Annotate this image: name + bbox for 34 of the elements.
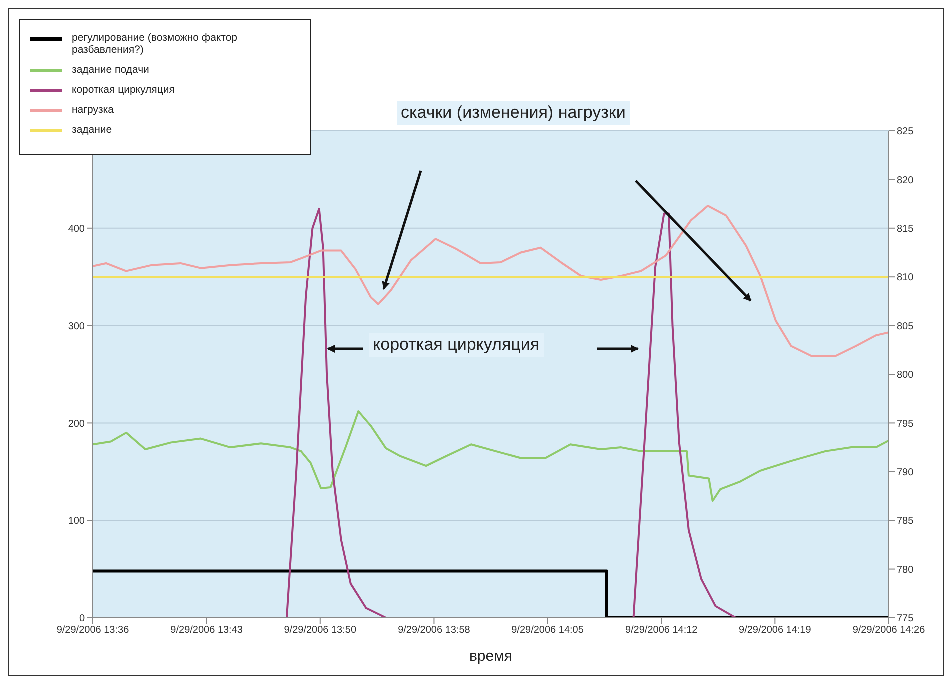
x-tick-label: 9/29/2006 13:43: [170, 625, 244, 636]
line-series: [93, 410, 889, 502]
legend-label: задание подачи: [72, 64, 150, 76]
y2-tick-label: 795: [897, 418, 914, 430]
x-tick-label: 9/29/2006 14:19: [739, 625, 812, 636]
x-tick-label: 9/29/2006 14:26: [852, 625, 926, 636]
legend-label: регулирование (возможно фактор разбавления?): [72, 32, 238, 56]
y2-tick-label: 825: [897, 126, 914, 138]
y-tick-label: 400: [68, 224, 86, 235]
x-tick-label: 9/29/2006 14:12: [625, 625, 698, 636]
y2-tick-label: 800: [897, 370, 914, 382]
y2-tick-label: 820: [897, 175, 914, 186]
legend-label: задание: [72, 124, 114, 136]
x-axis-title: время: [469, 648, 513, 665]
y2-tick-label: 785: [897, 516, 914, 528]
y2-tick-label: 780: [897, 564, 914, 576]
y2-tick-label: 775: [897, 614, 914, 625]
legend-label: нагрузка: [72, 104, 115, 116]
y-tick-label: 0: [79, 614, 86, 625]
y-tick-label: 100: [68, 516, 86, 528]
text: скачки (изменения) нагрузки: [397, 101, 630, 125]
line-series: [93, 205, 889, 357]
legend-label: короткая циркуляция: [72, 84, 176, 96]
y2-tick-label: 805: [897, 321, 914, 332]
y2-tick-label: 790: [897, 467, 914, 478]
y-tick-label: 300: [68, 321, 86, 332]
y2-tick-label: 815: [897, 224, 914, 235]
annotation: короткая циркуляция: [369, 333, 544, 357]
x-tick-label: 9/29/2006 13:50: [284, 625, 357, 636]
x-tick-label: 9/29/2006 13:58: [398, 625, 471, 636]
x-tick-label: 9/29/2006 14:05: [512, 625, 584, 636]
y2-tick-label: 810: [897, 272, 914, 284]
x-tick-label: 9/29/2006 13:36: [56, 625, 130, 636]
y-tick-label: 200: [68, 418, 86, 430]
